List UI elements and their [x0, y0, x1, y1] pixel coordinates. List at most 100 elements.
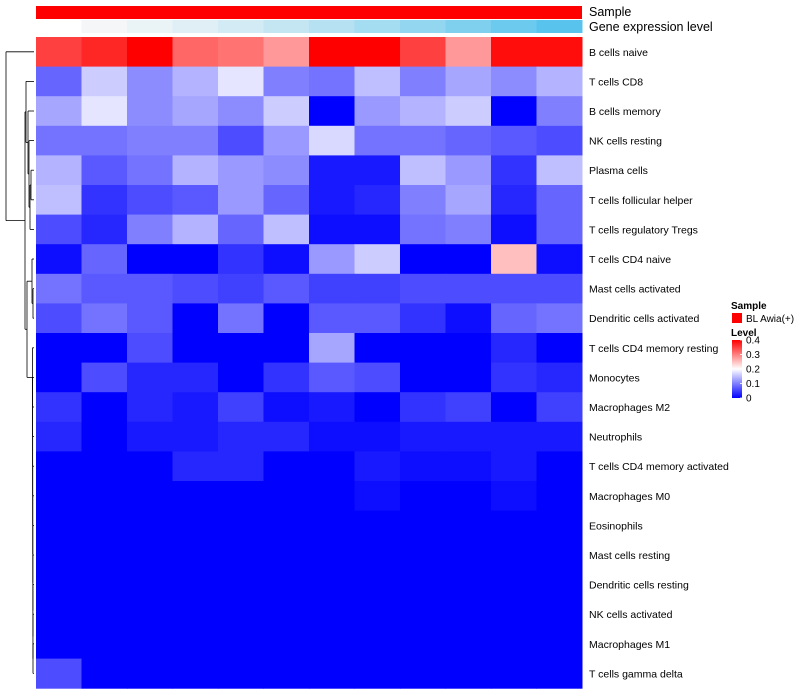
heatmap-cell	[36, 658, 82, 689]
heatmap-cell	[218, 66, 264, 97]
heatmap-cell	[81, 599, 128, 630]
heatmap-cell	[172, 451, 219, 482]
legend-level-ticks: 0.4 0.3 0.2 0.1 0	[740, 336, 760, 405]
heatmap-cell	[491, 333, 537, 364]
heatmap-cell	[491, 244, 537, 275]
heatmap-cell	[36, 333, 82, 364]
heatmap-cell	[491, 37, 537, 68]
heatmap-cell	[127, 481, 173, 512]
heatmap-cell	[491, 540, 537, 571]
heatmap-cell	[36, 273, 82, 304]
row-label: T cells gamma delta	[589, 668, 683, 680]
heatmap-cell	[263, 658, 310, 689]
heatmap-cell	[354, 214, 401, 245]
heatmap-cell	[127, 185, 173, 216]
heatmap-cell	[309, 303, 355, 334]
heatmap-cell	[309, 273, 355, 304]
heatmap-cell	[536, 481, 583, 512]
heatmap-cell	[491, 214, 537, 245]
row-label: Macrophages M0	[589, 491, 670, 503]
heatmap-cell	[536, 214, 583, 245]
heatmap-cell	[354, 244, 401, 275]
heatmap-cell	[445, 303, 492, 334]
heatmap-cell	[400, 333, 446, 364]
heatmap-cell	[172, 599, 219, 630]
heatmap-cell	[309, 510, 355, 541]
heatmap-cell	[172, 481, 219, 512]
heatmap-cell	[263, 421, 310, 452]
legend-tick-label: 0.4	[746, 336, 760, 347]
heatmap-cell	[536, 66, 583, 97]
heatmap-cell	[127, 599, 173, 630]
heatmap-cell	[127, 392, 173, 423]
heatmap-cell	[81, 185, 128, 216]
heatmap-cell	[309, 155, 355, 186]
heatmap-cell	[536, 599, 583, 630]
heatmap-cell	[127, 214, 173, 245]
heatmap-cell	[36, 214, 82, 245]
heatmap-cell	[218, 244, 264, 275]
heatmap-cell	[127, 540, 173, 571]
heatmap-cell	[81, 629, 128, 660]
heatmap-cell	[218, 629, 264, 660]
heatmap-cell	[400, 273, 446, 304]
row-label: Macrophages M2	[589, 402, 670, 414]
heatmap-cell	[400, 540, 446, 571]
heatmap-cell	[354, 125, 401, 156]
heatmap-cell	[491, 421, 537, 452]
heatmap-cell	[36, 392, 82, 423]
heatmap-cell	[309, 66, 355, 97]
heatmap-cell	[172, 658, 219, 689]
gene-expression-cell	[127, 20, 173, 33]
heatmap-cell	[309, 244, 355, 275]
row-label: B cells memory	[589, 106, 662, 118]
row-label: T cells regulatory Tregs	[589, 224, 698, 236]
heatmap-cell	[309, 333, 355, 364]
heatmap-cell	[354, 451, 401, 482]
heatmap-cell	[36, 244, 82, 275]
heatmap-cell	[445, 392, 492, 423]
heatmap-cell	[81, 421, 128, 452]
heatmap-cell	[400, 37, 446, 68]
heatmap-cell	[400, 569, 446, 600]
gene-expression-cell	[81, 20, 128, 33]
heatmap-cell	[81, 214, 128, 245]
heatmap-cell	[172, 155, 219, 186]
heatmap-cell	[81, 362, 128, 393]
heatmap-cell	[36, 451, 82, 482]
gene-expression-cell	[263, 20, 310, 33]
heatmap-cell	[81, 155, 128, 186]
heatmap-cell	[491, 481, 537, 512]
heatmap-cell	[36, 303, 82, 334]
heatmap-cell	[218, 273, 264, 304]
heatmap-cell	[218, 214, 264, 245]
heatmap-cell	[127, 658, 173, 689]
heatmap-cell	[400, 96, 446, 127]
heatmap-cell	[400, 125, 446, 156]
row-label: Dendritic cells activated	[589, 313, 699, 325]
row-label: T cells follicular helper	[589, 195, 693, 207]
heatmap-cell	[127, 569, 173, 600]
heatmap-cell	[127, 303, 173, 334]
heatmap-cell	[354, 510, 401, 541]
heatmap-cell	[491, 125, 537, 156]
heatmap-cell	[263, 37, 310, 68]
heatmap-cell	[536, 510, 583, 541]
heatmap-cell	[400, 66, 446, 97]
heatmap-cell	[491, 303, 537, 334]
heatmap-cell	[172, 96, 219, 127]
heatmap-cell	[263, 333, 310, 364]
sample-track-label: Sample	[589, 5, 631, 19]
heatmap-cell	[309, 96, 355, 127]
row-label: Dendritic cells resting	[589, 580, 689, 592]
heatmap-cell	[218, 599, 264, 630]
heatmap-cell	[445, 362, 492, 393]
heatmap-cell	[81, 451, 128, 482]
heatmap-cell	[400, 362, 446, 393]
row-label: Mast cells resting	[589, 550, 670, 562]
heatmap-cell	[536, 362, 583, 393]
heatmap-cell	[309, 125, 355, 156]
heatmap-cell	[81, 481, 128, 512]
heatmap-cell	[491, 599, 537, 630]
heatmap-cell	[536, 658, 583, 689]
